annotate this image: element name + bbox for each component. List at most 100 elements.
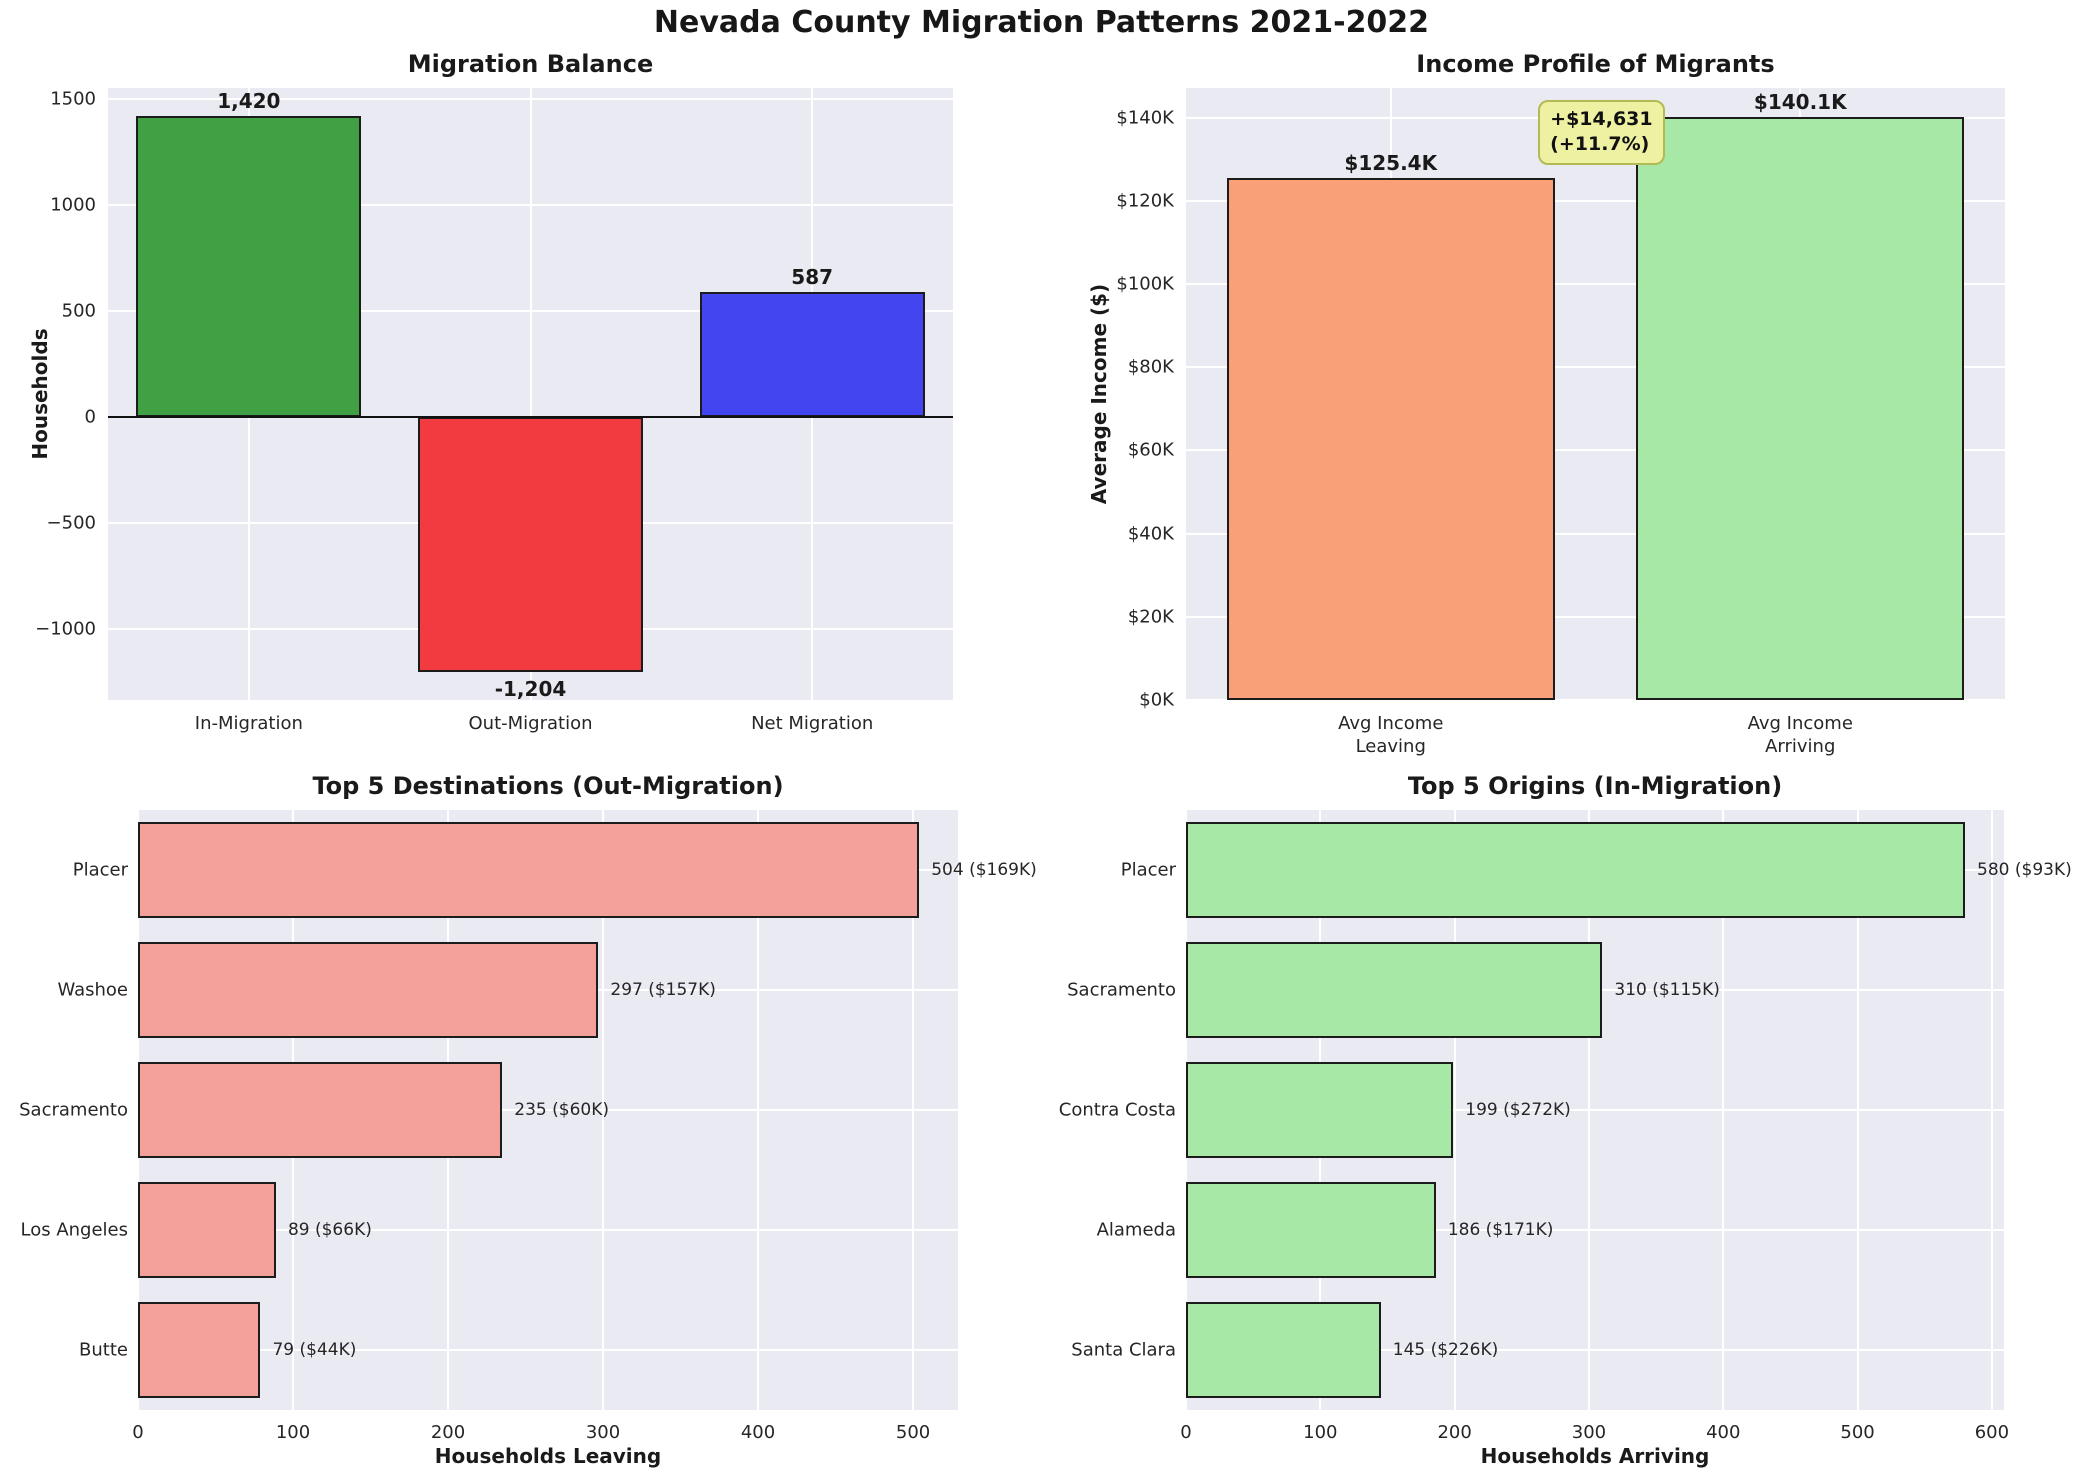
value-label-washoe: 297 ($157K) [610,980,716,1000]
value-label-avg-income: $125.4K [1344,150,1438,175]
category-label-net-migration: Net Migration [751,713,874,734]
income-change-annotation: +$14,631 (+11.7%) [1538,100,1665,165]
gridline [1186,199,2005,202]
bar-placer [1186,822,1966,918]
category-label-placer: Placer [72,859,128,881]
y-tick-label: 1000 [50,194,96,216]
bar-contra-costa [1186,1062,1454,1158]
chart-top-origins: Top 5 Origins (In-Migration) Households … [1041,770,2083,1477]
bar-in-migration [136,115,362,417]
value-label-out-migration: -1,204 [494,677,567,702]
value-label-sacramento: 235 ($60K) [514,1100,609,1120]
category-label-washoe: Washoe [57,979,128,1001]
x-tick-label: 0 [132,1422,144,1443]
plot-area [1185,810,2004,1410]
category-label-santa-clara: Santa Clara [1071,1339,1176,1361]
y-axis-label: Average Income ($) [1087,283,1111,505]
value-label-net-migration: 587 [791,265,834,290]
bar-avg-income [1226,177,1555,700]
chart-title: Top 5 Destinations (Out-Migration) [312,772,784,800]
y-tick-label: 500 [61,300,96,322]
gridline [1186,1229,2004,1231]
gridline [1186,282,2005,285]
bar-sacramento [1186,942,1603,1038]
gridline [1186,1349,2004,1351]
value-label-alameda: 186 ($171K) [1447,1220,1554,1240]
category-label-alameda: Alameda [1096,1219,1176,1241]
category-label-avg-income: Avg Income Arriving [1747,713,1853,757]
gridline [529,88,532,700]
chart-migration-balance: Migration Balance Households 1500 1000 500… [0,40,1041,746]
gridline [138,1229,958,1231]
x-tick-label: 300 [1571,1422,1607,1443]
gridline [138,1349,958,1351]
bar-washoe [138,942,599,1038]
y-tick-label: $40K [1127,523,1174,545]
gridline [138,1109,958,1111]
x-tick-label: 400 [1706,1422,1741,1443]
value-label-placer: 504 ($169K) [931,860,1037,880]
value-label-sacramento: 310 ($115K) [1614,980,1720,1000]
value-label-avg-income: $140.1K [1753,90,1847,115]
category-label-los-angeles: Los Angeles [20,1219,129,1241]
y-tick-label: $140K [1116,107,1174,129]
chart-title: Top 5 Origins (In-Migration) [1407,772,1783,800]
bar-avg-income [1636,117,1965,700]
plot-area [137,810,958,1410]
bar-santa-clara [1186,1302,1381,1398]
x-tick-label: 200 [1437,1422,1472,1443]
y-tick-label: 1500 [50,88,96,110]
value-label-contra-costa: 199 ($272K) [1465,1100,1571,1120]
gridline [1186,615,2005,618]
y-tick-label: −1000 [35,618,96,640]
chart-income-profile: Income Profile of Migrants Average Incom… [1041,40,2083,757]
y-tick-label: −500 [46,512,96,534]
gridline [1186,366,2005,369]
y-tick-label: 0 [84,406,96,428]
category-label-in-migration: In-Migration [194,713,303,734]
y-tick-label: $60K [1127,439,1174,461]
zero-line [108,415,953,418]
x-axis-label: Households Arriving [1480,1444,1710,1468]
category-label-sacramento: Sacramento [1067,979,1176,1001]
y-tick-label: $0K [1139,689,1174,711]
y-tick-label: $120K [1116,190,1174,212]
bar-butte [138,1302,261,1398]
y-tick-label: $100K [1116,273,1174,295]
x-tick-label: 0 [1180,1422,1192,1443]
x-axis-label: Households Leaving [434,1444,662,1468]
x-tick-label: 600 [1974,1422,2010,1443]
value-label-santa-clara: 145 ($226K) [1392,1340,1499,1360]
chart-title: Migration Balance [407,50,654,78]
value-label-los-angeles: 89 ($66K) [287,1220,372,1240]
category-label-butte: Butte [79,1339,128,1361]
x-tick-label: 300 [585,1422,621,1443]
bar-net-migration [699,292,925,417]
bar-sacramento [138,1062,503,1158]
y-axis-label: Households [28,328,52,460]
chart-title: Income Profile of Migrants [1416,50,1775,78]
gridline [1186,449,2005,452]
value-label-in-migration: 1,420 [217,88,281,113]
plot-area [108,88,953,700]
category-label-placer: Placer [1120,859,1176,881]
category-label-sacramento: Sacramento [19,1099,128,1121]
bar-placer [138,822,920,918]
category-label-avg-income: Avg Income Leaving [1338,713,1444,757]
x-tick-label: 500 [1840,1422,1875,1443]
gridline [1186,699,2005,701]
figure-title: Nevada County Migration Patterns 2021-20… [653,5,1430,40]
gridline [1186,1109,2004,1111]
gridline [1186,532,2005,535]
value-label-butte: 79 ($44K) [272,1340,357,1360]
x-tick-label: 500 [895,1422,931,1443]
x-tick-label: 100 [1303,1422,1338,1443]
y-tick-label: $80K [1127,356,1174,378]
chart-top-destinations: Top 5 Destinations (Out-Migration) House… [0,770,1041,1477]
bar-alameda [1186,1182,1436,1278]
plot-area [1186,88,2005,701]
x-tick-label: 100 [275,1422,311,1443]
category-label-contra-costa: Contra Costa [1058,1099,1176,1121]
category-label-out-migration: Out-Migration [468,713,593,734]
bar-los-angeles [138,1182,276,1278]
